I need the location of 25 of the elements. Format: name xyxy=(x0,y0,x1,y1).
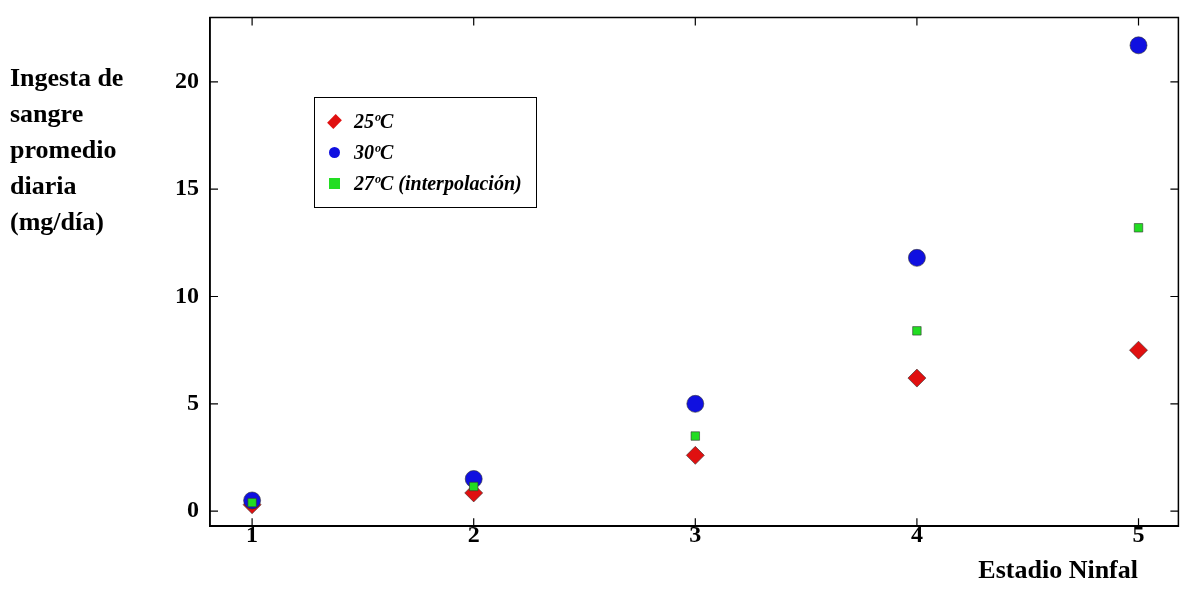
y-tick-label: 20 xyxy=(175,67,199,94)
x-tick-label: 1 xyxy=(246,520,259,547)
point xyxy=(1129,340,1148,360)
point xyxy=(907,368,927,388)
y-tick-label: 0 xyxy=(187,496,199,523)
x-tick-label: 3 xyxy=(689,520,702,547)
point xyxy=(908,249,926,267)
x-tick-label: 5 xyxy=(1132,520,1145,547)
x-tick-label: 2 xyxy=(467,520,480,547)
y-axis-title: Ingesta de sangre promedio diaria (mg/día) xyxy=(10,62,125,238)
point xyxy=(469,481,479,492)
y-tick-label: 15 xyxy=(175,174,199,201)
legend-label: 27ºC (interpolación) xyxy=(354,172,522,196)
point xyxy=(686,395,705,413)
x-axis-title: Estadio Ninfal xyxy=(978,555,1138,585)
point xyxy=(690,431,700,441)
legend-label: 30ºC xyxy=(354,141,394,165)
point xyxy=(1129,36,1148,55)
x-tick-label: 4 xyxy=(910,520,923,547)
y-tick-label: 5 xyxy=(187,389,199,416)
point xyxy=(912,326,922,336)
legend-label: 25ºC xyxy=(354,110,394,134)
point xyxy=(1133,223,1144,233)
point xyxy=(686,446,705,465)
y-tick-label: 10 xyxy=(175,281,199,308)
